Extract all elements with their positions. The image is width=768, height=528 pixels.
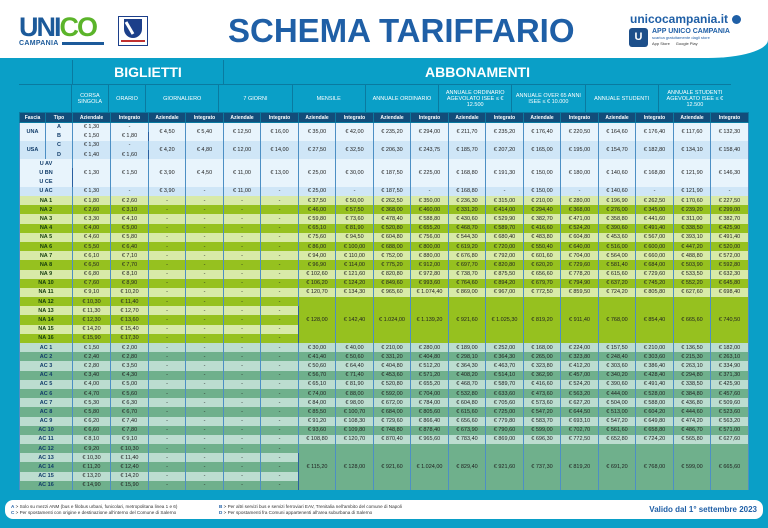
table-row: AC 5 € 4,00 € 5,00- - - - € 65,10 € 81,90 € 520,…: [19, 379, 749, 389]
page-title: SCHEMA TARIFFARIO: [228, 12, 575, 49]
column-header: GIORNALIERO: [145, 85, 218, 112]
app-title: APP UNICO CAMPANIA: [652, 28, 730, 35]
column-header: ANNUALE ORDINARIO: [364, 85, 438, 112]
table-row: AC 10 € 6,60 € 7,80- - - - € 93,60 € 109,80 € 74…: [19, 425, 749, 435]
logo-text-accent: CO: [59, 12, 98, 42]
table-row: AC 6 € 4,70 € 5,60- - - - € 74,00 € 88,00 € 592,…: [19, 388, 749, 399]
table-row: NA 12 € 10,30 € 11,40- - - - € 128,00 € 142,40 €…: [19, 297, 749, 343]
table-row: AC 8 € 5,80 € 6,70- - - - € 85,50 € 100,70 € 684…: [19, 407, 749, 417]
table-row: AC 13 € 10,30 € 11,40- - - -: [19, 453, 749, 463]
column-header: ANNUALE OVER 65 ANNI ISEE ≤ € 10.000: [511, 85, 584, 112]
unico-campania-logo: UNICO CAMPANIA: [19, 14, 109, 50]
app-store-badge[interactable]: App Store: [652, 41, 670, 46]
table-row: AC 9 € 6,20 € 7,40- - - - € 91,20 € 108,30 € 729…: [19, 416, 749, 426]
table-row: NA 13 € 11,30 € 12,70- - - -: [19, 306, 749, 316]
column-header: ANNUALE STUDENTI AGEVOLATO ISEE ≤ € 12.5…: [657, 85, 731, 112]
logo-subtitle: CAMPANIA: [19, 40, 59, 47]
table-row: NA 10 € 7,60 € 8,90- - - - € 106,20 € 124,20 € 8…: [19, 278, 749, 288]
logo-underline: [61, 42, 104, 45]
table-row: U CE: [19, 177, 749, 187]
table-row: AC 1 € 1,50 € 2,00- - - - € 30,00 € 40,00 € 210,…: [19, 343, 749, 353]
table-row: NA 9 € 6,80 € 8,10- - - - € 102,60 € 121,60 € 82…: [19, 269, 749, 279]
table-row: NA 5 € 4,60 € 5,80- - - - € 75,60 € 94,50 € 604,…: [19, 232, 749, 242]
table-row: NA 2 € 2,60 € 3,10- - - - € 46,00 € 57,50 € 368,…: [19, 205, 749, 215]
column-header: ORARIO: [107, 85, 145, 112]
regione-campania-crest-icon: [118, 16, 148, 46]
table-row: NA 3 € 3,30 € 4,10- - - - € 59,80 € 73,60 € 478,…: [19, 214, 749, 224]
note-a: > Solo su mezzi ANM (bus e filobus urban…: [14, 504, 178, 509]
app-icon[interactable]: U: [629, 28, 648, 47]
footer: A > Solo su mezzi ANM (bus e filobus urb…: [5, 500, 763, 519]
table-row: AC 16 € 14,90 € 15,90- - - -: [19, 480, 749, 490]
column-header: 7 GIORNI: [218, 85, 291, 112]
table-row: NA 11 € 9,10 € 10,20- - - - € 120,70 € 134,30 € …: [19, 287, 749, 298]
fare-grid: Fascia Tipo Aziendale Integrato Aziendale Int…: [19, 112, 749, 490]
table-row: AC 15 € 13,20 € 14,20- - - -: [19, 471, 749, 481]
table-row: AC 3 € 2,80 € 3,50- - - - € 50,60 € 64,40 € 404,…: [19, 361, 749, 371]
app-subtitle: scarica gratuitamente dagli store: [652, 35, 710, 40]
column-header: MENSILE: [291, 85, 365, 112]
table-row: AC 7 € 5,30 € 6,30- - - - € 84,00 € 98,00 € 672,…: [19, 398, 749, 408]
column-header: ANNUALE ORDINARIO AGEVOLATO ISEE ≤ € 12.…: [438, 85, 511, 112]
table-row: NA 15 € 14,20 € 15,40- - - -: [19, 324, 749, 334]
table-row: UNA A € 1,30- € 4,50 € 5,40 € 12,50 € 16,00 € 3…: [19, 122, 749, 141]
table-row: NA 14 € 12,30 € 13,60- - - -: [19, 315, 749, 325]
column-header: CORSA SINGOLA: [70, 85, 108, 112]
section-abbonamenti: ABBONAMENTI: [223, 60, 731, 84]
table-row: U AV € 1,30 € 1,50 € 3,90 € 4,50 € 11,00 € 13,…: [19, 159, 749, 187]
table-row: AC 12 € 9,20 € 10,30- - - - € 115,20 € 128,00 € …: [19, 444, 749, 490]
note-b: > Per altri servizi bus e servizi ferrov…: [222, 504, 402, 509]
table-row: AC 11 € 8,10 € 9,10- - - - € 108,80 € 120,70 € 8…: [19, 434, 749, 445]
table-row: AC 2 € 2,40 € 2,80- - - - € 41,40 € 50,60 € 331,…: [19, 352, 749, 362]
table-row: NA 8 € 6,50 € 7,70- - - - € 96,90 € 114,00 € 775…: [19, 260, 749, 270]
app-promo: U APP UNICO CAMPANIA scarica gratuitamen…: [629, 28, 730, 47]
note-c: > Per spostamenti con origine e destinaz…: [14, 510, 177, 515]
note-d: > Per spostamenti fra Comuni appartenent…: [222, 510, 373, 515]
table-row: NA 7 € 6,10 € 7,10- - - - € 94,00 € 110,00 € 752…: [19, 251, 749, 261]
section-biglietti: BIGLIETTI: [72, 60, 223, 84]
column-header: ANNUALE STUDENTI: [584, 85, 658, 112]
table-row: U AC € 1,30- € 3,90- € 11,00- € 25,00- € 187,…: [19, 186, 749, 196]
google-play-badge[interactable]: Google Play: [675, 41, 698, 46]
validity-date: Valido dal 1° settembre 2023: [649, 505, 757, 514]
table-row: NA 16 € 15,90 € 17,30- - - -: [19, 333, 749, 343]
table-row: AC 4 € 3,40 € 4,30- - - - € 56,70 € 71,40 € 453,…: [19, 370, 749, 380]
table-row: NA 1 € 1,80 € 2,60- - - - € 37,50 € 50,00 € 262,…: [19, 196, 749, 206]
table-row: NA 4 € 4,00 € 5,00- - - - € 65,10 € 81,90 € 520,…: [19, 223, 749, 233]
table-row: AC 14 € 11,20 € 12,40- - - -: [19, 462, 749, 472]
header-bar: UNICO CAMPANIA SCHEMA TARIFFARIO unicoca…: [0, 0, 768, 58]
table-row: USA C € 1,30- € 4,20 € 4,80 € 12,00 € 14,00 € 2…: [19, 140, 749, 160]
table-row: NA 6 € 5,50 € 6,40- - - - € 86,00 € 100,00 € 688…: [19, 241, 749, 252]
facebook-icon[interactable]: [732, 15, 742, 25]
logo-text: UNI: [19, 12, 61, 42]
footnotes: A > Solo su mezzi ANM (bus e filobus urb…: [11, 504, 402, 515]
fare-table: BIGLIETTI ABBONAMENTI CORSA SINGOLA ORARI…: [19, 60, 749, 490]
website-link[interactable]: unicocampania.it: [630, 12, 742, 26]
table-row: U BN: [19, 168, 749, 178]
